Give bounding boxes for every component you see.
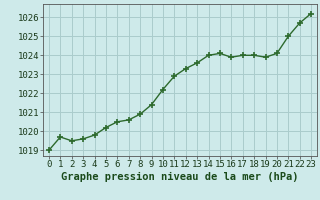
X-axis label: Graphe pression niveau de la mer (hPa): Graphe pression niveau de la mer (hPa) — [61, 172, 299, 182]
